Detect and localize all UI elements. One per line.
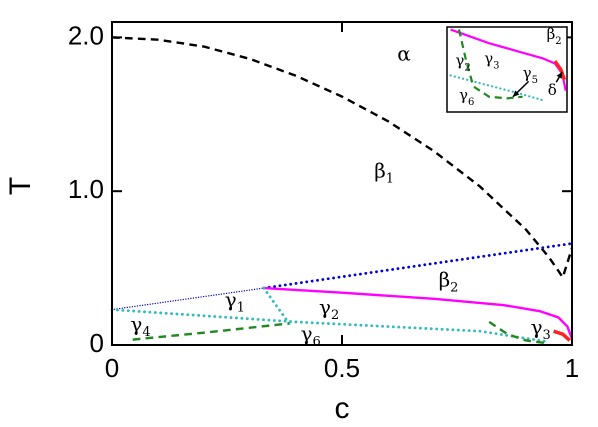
inset-label-1-symbol: γ (455, 51, 464, 69)
y-axis-ticks: 0 1.0 2.0 (68, 20, 572, 358)
phase-label-5-symbol: γ (531, 315, 543, 339)
phase-label-7: γ6 (301, 321, 321, 349)
phase-label-3-symbol: γ (225, 288, 237, 312)
inset-label-3-subscript: 5 (532, 75, 538, 86)
x-tick-label-0: 0 (105, 353, 119, 383)
inset-label-1: γ2 (455, 51, 470, 73)
phase-label-7-symbol: γ (301, 321, 313, 345)
phase-label-3: γ1 (225, 288, 245, 316)
series-line-6 (262, 286, 291, 325)
x-tick-label-1: 0.5 (324, 353, 360, 383)
inset-series-line-1 (553, 60, 567, 81)
inset-label-0-symbol: β (547, 25, 556, 43)
inset-label-4: γ6 (459, 86, 474, 108)
inset-label-0: β2 (547, 25, 562, 47)
y-tick-label-2: 2.0 (68, 20, 104, 50)
inset-series-line-2 (449, 74, 547, 103)
phase-label-2-subscript: 2 (450, 281, 458, 296)
series-line-1 (262, 242, 574, 290)
phase-label-0: α (397, 41, 411, 65)
x-axis-label: c (335, 392, 350, 425)
y-tick-label-0: 0 (90, 328, 104, 358)
series-line-4 (553, 329, 571, 342)
inset-series-layer (449, 28, 567, 103)
inset-label-4-subscript: 6 (468, 97, 474, 108)
phase-label-6: γ4 (130, 312, 150, 340)
phase-label-1-subscript: 1 (386, 171, 394, 186)
series-line-5 (110, 308, 551, 344)
phase-label-4: γ2 (319, 295, 339, 323)
phase-label-4-subscript: 2 (331, 308, 339, 323)
inset-label-4-symbol: γ (459, 86, 468, 104)
inset-arrowhead-0 (513, 90, 520, 97)
inset-label-0-subscript: 2 (555, 36, 561, 47)
phase-label-0-symbol: α (397, 41, 411, 65)
series-line-3 (263, 286, 574, 340)
inset-label-3: γ5 (523, 64, 538, 86)
inset-series-line-3 (457, 29, 523, 100)
phase-label-6-symbol: γ (130, 312, 142, 336)
inset-label-2-symbol: γ (484, 50, 493, 68)
inset-label-3-symbol: γ (523, 64, 532, 82)
phase-label-2-symbol: β (439, 268, 451, 292)
y-axis-label: T (4, 177, 37, 195)
series-line-7 (132, 322, 290, 341)
phase-label-7-subscript: 6 (313, 334, 321, 349)
phase-label-3-subscript: 1 (237, 301, 245, 316)
phase-label-5: γ3 (531, 315, 551, 343)
series-line-8 (488, 320, 550, 345)
inset-label-5: δ (548, 81, 557, 99)
phase-label-2: β2 (439, 268, 459, 296)
series-line-0 (111, 36, 574, 281)
inset-arrowhead-1 (556, 72, 563, 79)
inset-label-2-subscript: 3 (493, 61, 499, 72)
series-layer (110, 36, 574, 345)
y-tick-label-1: 1.0 (68, 174, 104, 204)
phase-label-5-subscript: 3 (543, 328, 551, 343)
inset-label-1-subscript: 2 (464, 62, 470, 73)
inset-label-2: γ3 (484, 50, 499, 72)
inset-label-5-symbol: δ (548, 81, 557, 99)
phase-label-4-symbol: γ (319, 295, 331, 319)
x-tick-label-2: 1 (565, 353, 579, 383)
phase-label-6-subscript: 4 (142, 325, 150, 340)
series-line-2 (111, 287, 265, 311)
phase-label-1-symbol: β (374, 158, 386, 182)
x-axis-ticks: 0 0.5 1 (105, 22, 579, 383)
phase-label-1: β1 (374, 158, 394, 186)
